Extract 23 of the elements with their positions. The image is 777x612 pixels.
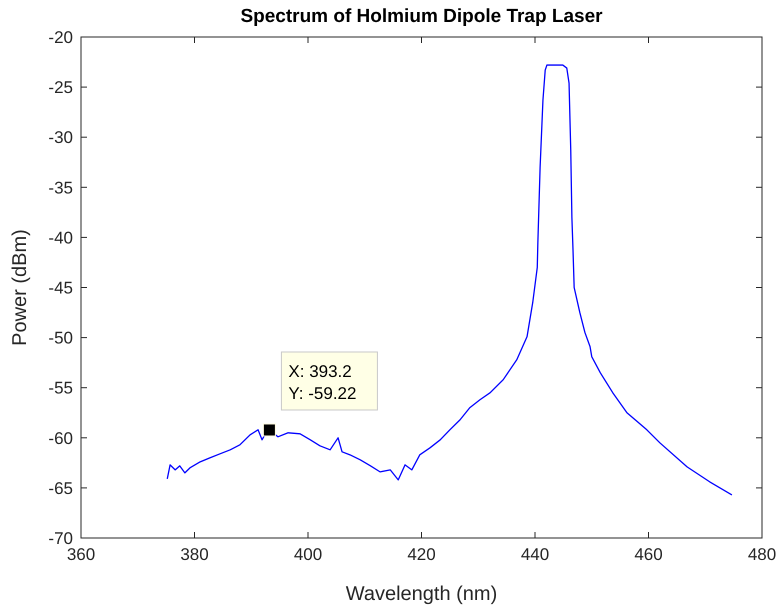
x-tick-label: 380 <box>180 545 209 564</box>
y-tick-label: -25 <box>48 78 73 98</box>
y-tick-label: -35 <box>48 178 73 198</box>
x-tick-label: 480 <box>748 545 776 564</box>
x-axis-title: Wavelength (nm) <box>346 583 498 605</box>
y-tick-label: -45 <box>48 278 73 298</box>
y-tick-label: -50 <box>48 328 73 348</box>
y-tick-label: -65 <box>48 478 73 498</box>
y-tick-label: -20 <box>48 28 73 47</box>
y-tick-label: -30 <box>48 128 73 148</box>
x-tick-label: 420 <box>407 545 436 564</box>
y-tick-label: -40 <box>48 228 73 248</box>
x-tick-label: 360 <box>66 545 96 564</box>
annotation: X: 393.2 Y: -59.22 <box>288 362 356 404</box>
chart-title: Spectrum of Holmium Dipole Trap Laser <box>240 6 604 27</box>
y-tick-label: -55 <box>48 378 73 398</box>
x-tick-label: 400 <box>294 545 322 564</box>
x-tick-label: 460 <box>634 545 663 564</box>
x-tick-label: 440 <box>520 545 550 564</box>
line-series <box>166 64 733 496</box>
y-axis-title: Power (dBm) <box>9 229 31 346</box>
y-tick-label: -70 <box>48 528 73 548</box>
y-tick-label: -60 <box>48 428 73 448</box>
